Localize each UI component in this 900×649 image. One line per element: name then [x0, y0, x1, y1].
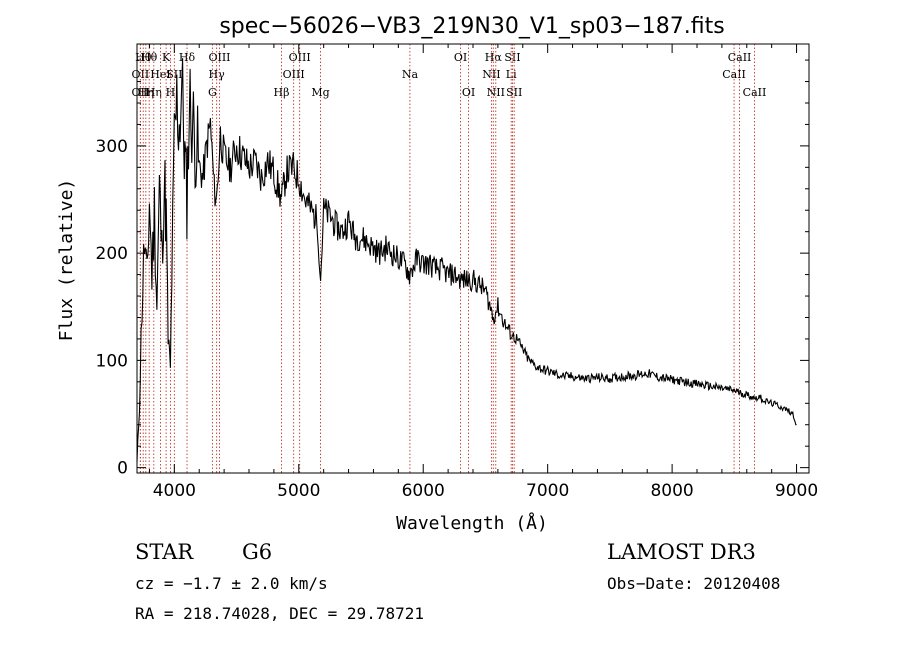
- spectral-line-label-25: SII: [504, 51, 520, 64]
- spectral-line-label-24: Li: [506, 68, 517, 81]
- plot-frame: [136, 43, 810, 474]
- spectral-line-label-19: OI: [454, 51, 467, 64]
- spectral-line-label-11: G: [208, 86, 217, 99]
- spectral-line-label-28: CaII: [728, 51, 752, 64]
- y-tick-label: 300: [96, 137, 128, 157]
- object-subclass: G6: [242, 540, 272, 564]
- spectral-line-label-17: Mg: [311, 86, 329, 99]
- y-tick-label: 200: [96, 244, 128, 264]
- spectral-line-label-4: Hθ: [141, 51, 158, 64]
- spectral-line-label-23: NII: [487, 86, 505, 99]
- x-tick-label: 6000: [402, 481, 445, 501]
- spectral-line-label-8: H: [166, 86, 176, 99]
- obs-date-text: Obs−Date: 20120408: [607, 574, 780, 593]
- spectral-line-label-15: OIII: [283, 68, 305, 81]
- spectral-line-label-1: OII: [132, 86, 150, 99]
- spectral-line-label-3: Hη: [138, 86, 154, 99]
- spectral-line-label-9: SII: [166, 68, 182, 81]
- y-tick-label: 0: [117, 459, 128, 479]
- flux-series-line: [136, 58, 797, 463]
- x-tick-label: 4000: [153, 481, 196, 501]
- axis-ticks: 4000 5000 6000 7000 8000 9000 0 100 200 300: [96, 44, 818, 501]
- spectral-line-label-26: SII: [506, 86, 522, 99]
- x-tick-label: 5000: [277, 481, 320, 501]
- y-axis-label: Flux (relative): [56, 179, 77, 342]
- spectral-line-label-13: OIII: [208, 51, 230, 64]
- spectral-line-label-2: Hθ: [135, 51, 152, 64]
- spectral-line-label-18: Na: [402, 68, 419, 81]
- spectral-line-label-21: NII: [482, 68, 500, 81]
- spectral-line-label-5: Hη: [146, 86, 162, 99]
- x-tick-label: 9000: [775, 481, 818, 501]
- y-tick-label: 100: [96, 351, 128, 371]
- spectral-line-markers: OII OII Hθ Hη Hθ Hη HeI K H SII Hδ G Hγ OIII Hβ OIII OII…: [132, 44, 767, 473]
- redshift-text: cz = −1.7 ± 2.0 km/s: [135, 574, 328, 593]
- spectral-line-label-14: Hβ: [274, 86, 290, 99]
- x-tick-label: 7000: [526, 481, 569, 501]
- spectral-line-label-12: Hγ: [209, 68, 226, 81]
- survey-name: LAMOST DR3: [607, 540, 756, 564]
- spectral-line-label-22: Hα: [485, 51, 503, 64]
- spectral-line-label-20: OI: [462, 86, 475, 99]
- spectral-line-label-16: OIII: [289, 51, 311, 64]
- spectral-line-label-7: K: [162, 51, 171, 64]
- spectral-line-label-27: CaII: [722, 68, 746, 81]
- spectral-line-label-6: HeI: [150, 68, 170, 81]
- spectral-line-label-0: OII: [132, 68, 150, 81]
- spectral-line-label-29: CaII: [743, 86, 767, 99]
- spectral-line-label-10: Hδ: [179, 51, 196, 64]
- object-class: STAR: [135, 540, 194, 564]
- x-axis-label: Wavelength (Å): [396, 512, 548, 534]
- coordinates-text: RA = 218.74028, DEC = 29.78721: [135, 604, 424, 623]
- x-tick-label: 8000: [650, 481, 693, 501]
- chart-title: spec−56026−VB3_219N30_V1_sp03−187.fits: [219, 14, 724, 39]
